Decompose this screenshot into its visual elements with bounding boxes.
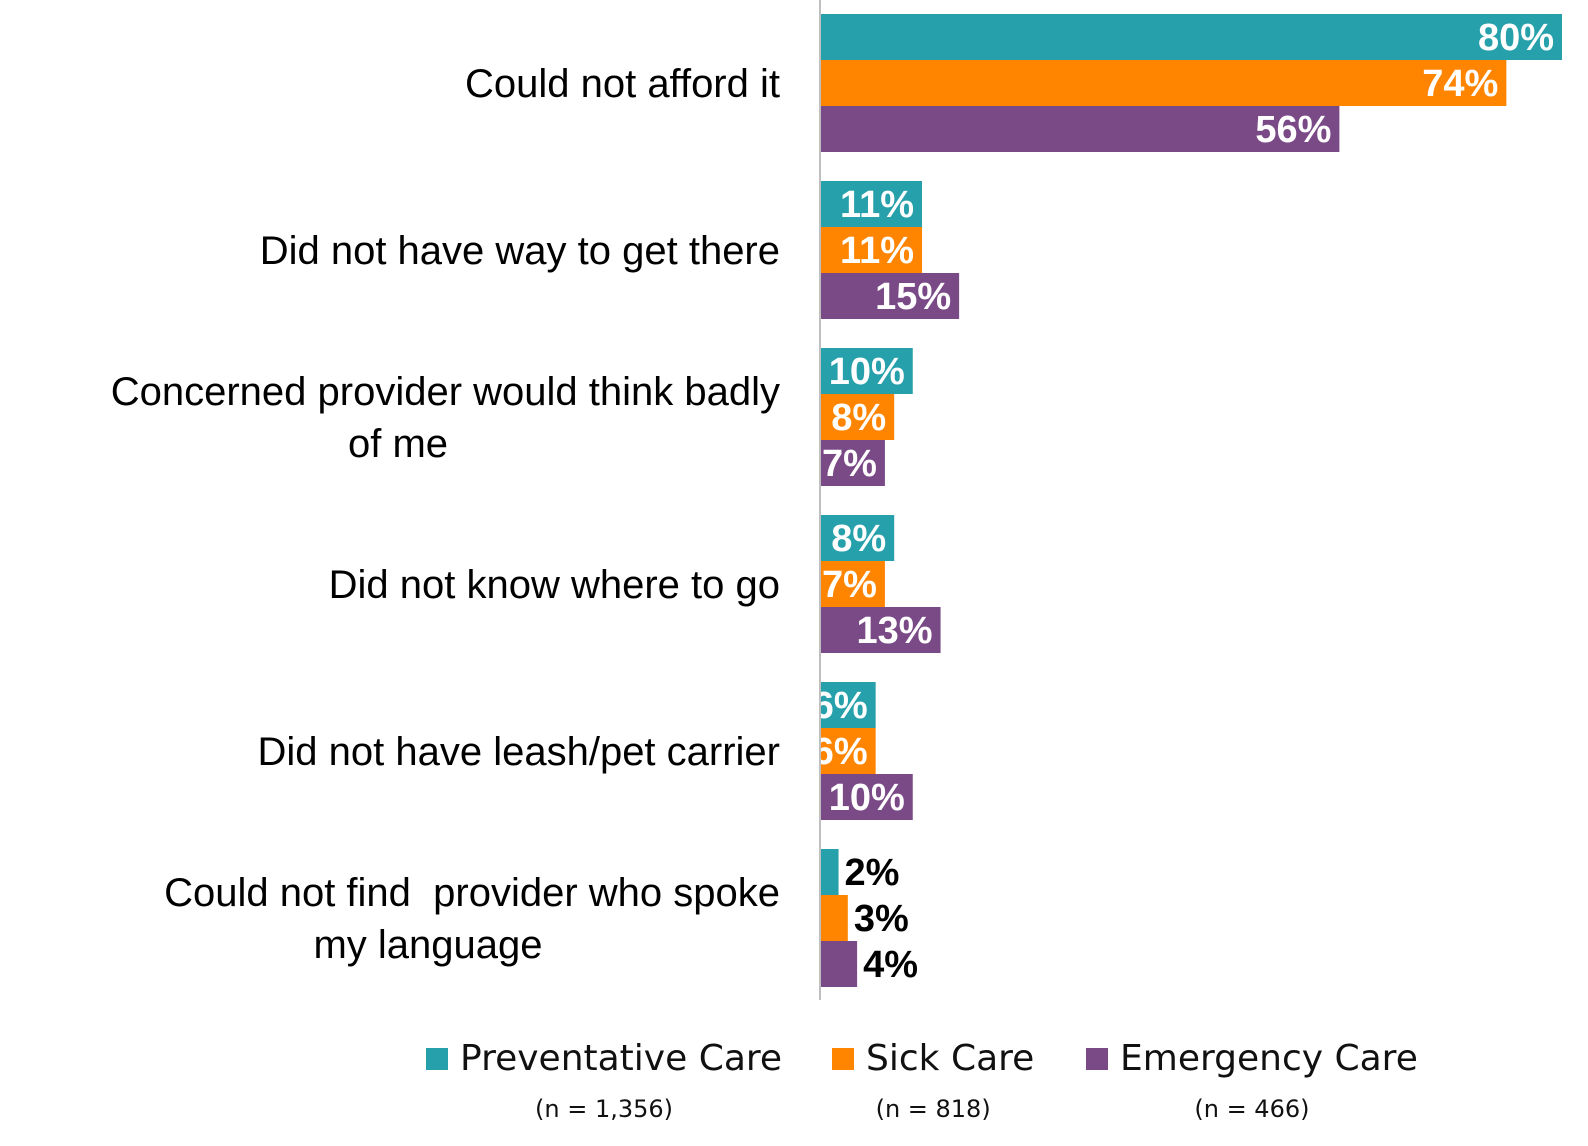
data-label-sick-2: 8% <box>831 397 886 439</box>
bar-chart: 80%74%56%11%11%15%10%8%7%8%7%13%6%6%10%2… <box>111 0 1562 1000</box>
bar-sick-3 <box>820 561 885 607</box>
category-label-5: Could not find provider who spoke my lang… <box>164 871 780 967</box>
data-label-sick-4: 6% <box>813 731 868 773</box>
legend-swatch-emergency <box>1086 1047 1108 1070</box>
bar-emergency-1 <box>820 273 960 319</box>
legend-n-emergency: (n = 466) <box>1194 1095 1310 1123</box>
legend-n-preventative: (n = 1,356) <box>535 1095 674 1123</box>
data-label-preventative-4: 6% <box>813 685 868 727</box>
data-label-emergency-1: 15% <box>875 276 951 318</box>
bar-emergency-0 <box>820 106 1340 152</box>
bar-emergency-2 <box>820 440 885 486</box>
legend-label-sick: Sick Care <box>866 1038 1035 1079</box>
data-label-preventative-3: 8% <box>831 518 886 560</box>
data-label-preventative-0: 80% <box>1478 17 1554 59</box>
legend-label-emergency: Emergency Care <box>1120 1038 1418 1079</box>
legend-n-sick: (n = 818) <box>875 1095 991 1123</box>
bar-preventative-5 <box>820 849 839 895</box>
category-labels-group: Could not afford it Did not have way to g… <box>111 62 780 967</box>
legend-swatch-preventative <box>426 1047 448 1070</box>
category-label-0: Could not afford it <box>465 62 780 106</box>
bar-preventative-1 <box>820 181 923 227</box>
category-label-4: Did not have leash/pet carrier <box>258 730 781 774</box>
data-label-emergency-4: 10% <box>829 777 905 819</box>
bar-emergency-5 <box>820 941 858 987</box>
bar-emergency-3 <box>820 607 941 653</box>
data-label-preventative-2: 10% <box>829 351 905 393</box>
bar-preventative-3 <box>820 515 895 561</box>
data-label-emergency-0: 56% <box>1255 109 1331 151</box>
bar-sick-5 <box>820 895 848 941</box>
legend-label-preventative: Preventative Care <box>460 1038 783 1079</box>
category-label-1: Did not have way to get there <box>260 229 780 273</box>
legend-item-preventative: Preventative Care (n = 1,356) <box>426 1038 782 1123</box>
legend: Preventative Care (n = 1,356) Sick Care … <box>0 1020 1588 1146</box>
category-label-2: Concerned provider would think badly of m… <box>111 370 780 466</box>
data-label-emergency-5: 4% <box>863 944 918 986</box>
bar-sick-4 <box>820 728 876 774</box>
bar-preventative-4 <box>820 682 876 728</box>
legend-item-emergency: Emergency Care (n = 466) <box>1086 1038 1418 1123</box>
bar-preventative-2 <box>820 348 913 394</box>
category-label-3: Did not know where to go <box>329 563 780 607</box>
legend-item-sick: Sick Care (n = 818) <box>832 1038 1034 1123</box>
data-label-preventative-1: 11% <box>840 184 914 226</box>
legend-swatch-sick <box>832 1047 854 1070</box>
bar-preventative-0 <box>820 14 1562 60</box>
bar-sick-0 <box>820 60 1507 106</box>
bar-sick-2 <box>820 394 895 440</box>
data-label-sick-5: 3% <box>854 898 909 940</box>
bar-emergency-4 <box>820 774 913 820</box>
bar-sick-1 <box>820 227 923 273</box>
data-label-sick-3: 7% <box>822 564 877 606</box>
bars-group: 80%74%56%11%11%15%10%8%7%8%7%13%6%6%10%2… <box>813 14 1562 987</box>
data-label-sick-1: 11% <box>840 230 914 272</box>
data-label-preventative-5: 2% <box>845 852 900 894</box>
data-label-emergency-2: 7% <box>822 443 877 485</box>
data-label-sick-0: 74% <box>1422 63 1498 105</box>
data-label-emergency-3: 13% <box>857 610 933 652</box>
